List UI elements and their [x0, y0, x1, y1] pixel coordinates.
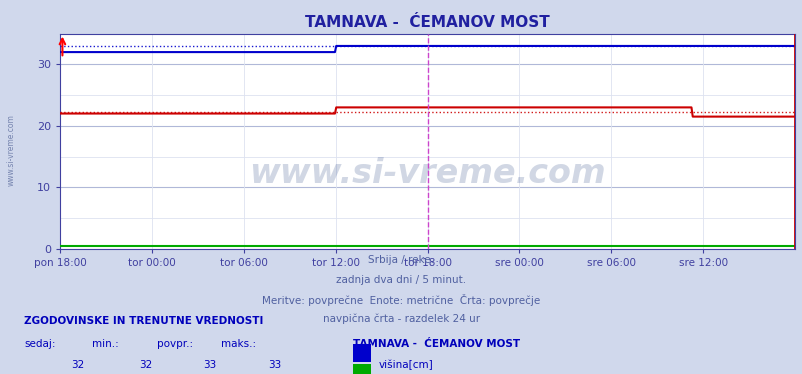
Text: 32: 32 [71, 360, 84, 370]
Text: sedaj:: sedaj: [24, 339, 55, 349]
Text: ZGODOVINSKE IN TRENUTNE VREDNOSTI: ZGODOVINSKE IN TRENUTNE VREDNOSTI [24, 316, 263, 326]
Text: 32: 32 [139, 360, 152, 370]
Text: www.si-vreme.com: www.si-vreme.com [249, 157, 606, 190]
Text: TAMNAVA -  ĆEMANOV MOST: TAMNAVA - ĆEMANOV MOST [353, 339, 520, 349]
Text: višina[cm]: višina[cm] [379, 360, 433, 370]
Text: www.si-vreme.com: www.si-vreme.com [6, 114, 15, 186]
Text: maks.:: maks.: [221, 339, 256, 349]
Text: Meritve: povprečne  Enote: metrične  Črta: povprečje: Meritve: povprečne Enote: metrične Črta:… [262, 294, 540, 306]
Text: Srbija / reke.: Srbija / reke. [368, 255, 434, 265]
Text: povpr.:: povpr.: [156, 339, 192, 349]
Text: navpična črta - razdelek 24 ur: navpična črta - razdelek 24 ur [322, 313, 480, 324]
Text: 33: 33 [267, 360, 281, 370]
Text: min.:: min.: [92, 339, 119, 349]
Text: zadnja dva dni / 5 minut.: zadnja dva dni / 5 minut. [336, 275, 466, 285]
Text: 33: 33 [203, 360, 217, 370]
Title: TAMNAVA -  ĆEMANOV MOST: TAMNAVA - ĆEMANOV MOST [305, 15, 549, 30]
